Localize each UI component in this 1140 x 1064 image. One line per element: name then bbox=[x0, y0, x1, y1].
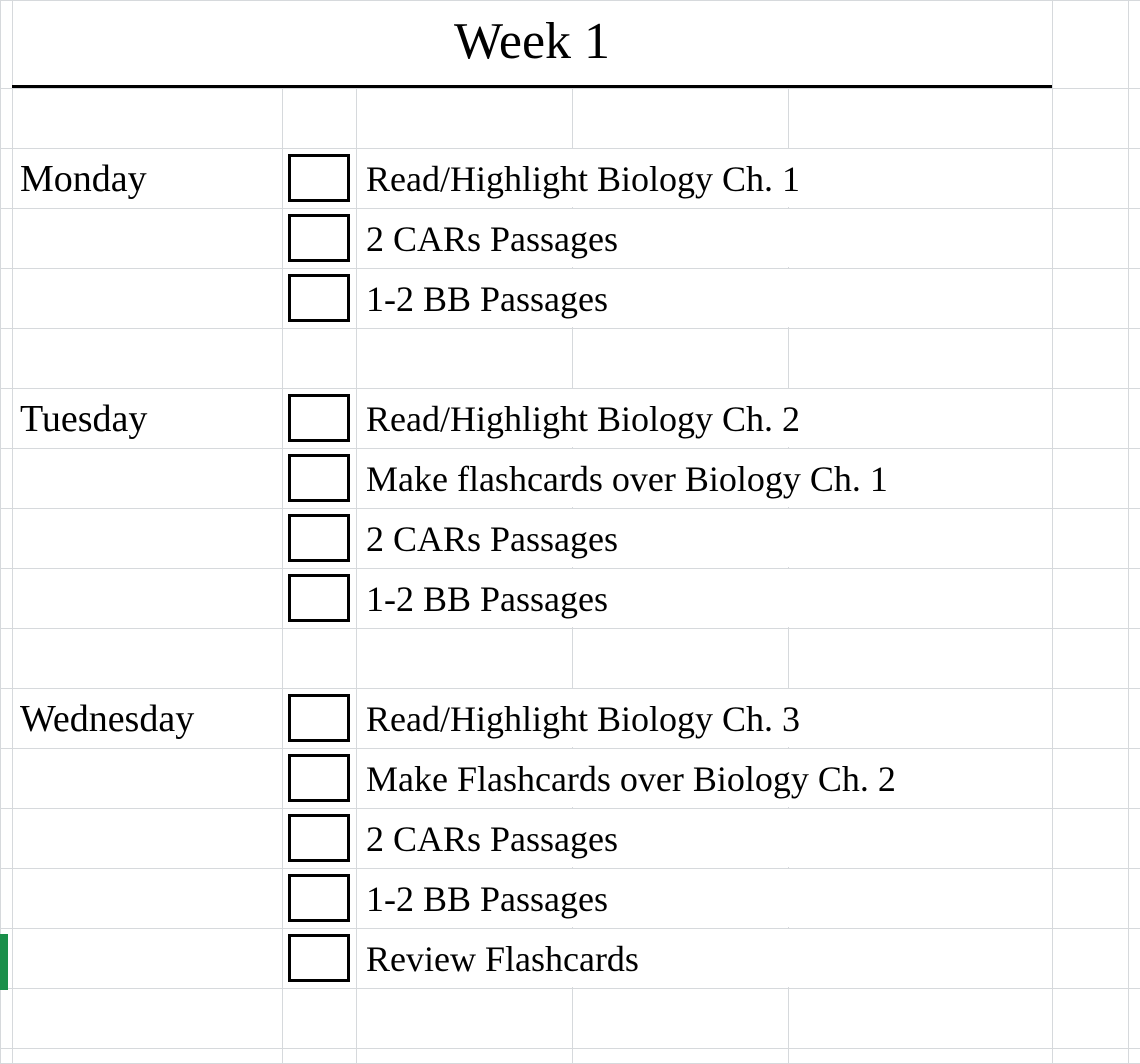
task-checkbox[interactable] bbox=[288, 214, 350, 262]
gridline-horizontal bbox=[0, 988, 1140, 989]
day-label: Tuesday bbox=[20, 397, 147, 441]
task-checkbox[interactable] bbox=[288, 694, 350, 742]
task-text: 2 CARs Passages bbox=[366, 818, 618, 860]
task-checkbox[interactable] bbox=[288, 934, 350, 982]
task-text: Read/Highlight Biology Ch. 3 bbox=[366, 698, 800, 740]
gridline-horizontal bbox=[0, 328, 1140, 329]
task-checkbox[interactable] bbox=[288, 754, 350, 802]
task-text: Make flashcards over Biology Ch. 1 bbox=[366, 458, 888, 500]
task-text: 1-2 BB Passages bbox=[366, 878, 608, 920]
day-label: Monday bbox=[20, 157, 147, 201]
page-title: Week 1 bbox=[12, 12, 1052, 71]
task-text: Read/Highlight Biology Ch. 2 bbox=[366, 398, 800, 440]
gridline-vertical bbox=[1052, 0, 1053, 1063]
gridline-vertical bbox=[1128, 0, 1129, 1063]
task-checkbox[interactable] bbox=[288, 874, 350, 922]
title-underline bbox=[12, 85, 1052, 88]
task-text: Review Flashcards bbox=[366, 938, 639, 980]
task-checkbox[interactable] bbox=[288, 814, 350, 862]
task-text: Read/Highlight Biology Ch. 1 bbox=[366, 158, 800, 200]
gridline-vertical bbox=[12, 0, 13, 1063]
gridline-vertical bbox=[0, 0, 1, 1063]
selection-marker bbox=[0, 934, 8, 990]
task-text: Make Flashcards over Biology Ch. 2 bbox=[366, 758, 896, 800]
day-label: Wednesday bbox=[20, 697, 194, 741]
task-checkbox[interactable] bbox=[288, 574, 350, 622]
gridline-horizontal bbox=[0, 628, 1140, 629]
spreadsheet-region[interactable]: Week 1 Monday Read/Highlight Biology Ch. 1… bbox=[0, 0, 1140, 1063]
gridline-horizontal bbox=[0, 1048, 1140, 1049]
task-checkbox[interactable] bbox=[288, 454, 350, 502]
task-text: 1-2 BB Passages bbox=[366, 578, 608, 620]
task-checkbox[interactable] bbox=[288, 274, 350, 322]
task-checkbox[interactable] bbox=[288, 394, 350, 442]
task-text: 1-2 BB Passages bbox=[366, 278, 608, 320]
gridline-horizontal bbox=[0, 88, 1140, 89]
task-text: 2 CARs Passages bbox=[366, 518, 618, 560]
task-checkbox[interactable] bbox=[288, 154, 350, 202]
gridline-vertical bbox=[282, 0, 283, 1063]
task-checkbox[interactable] bbox=[288, 514, 350, 562]
task-text: 2 CARs Passages bbox=[366, 218, 618, 260]
